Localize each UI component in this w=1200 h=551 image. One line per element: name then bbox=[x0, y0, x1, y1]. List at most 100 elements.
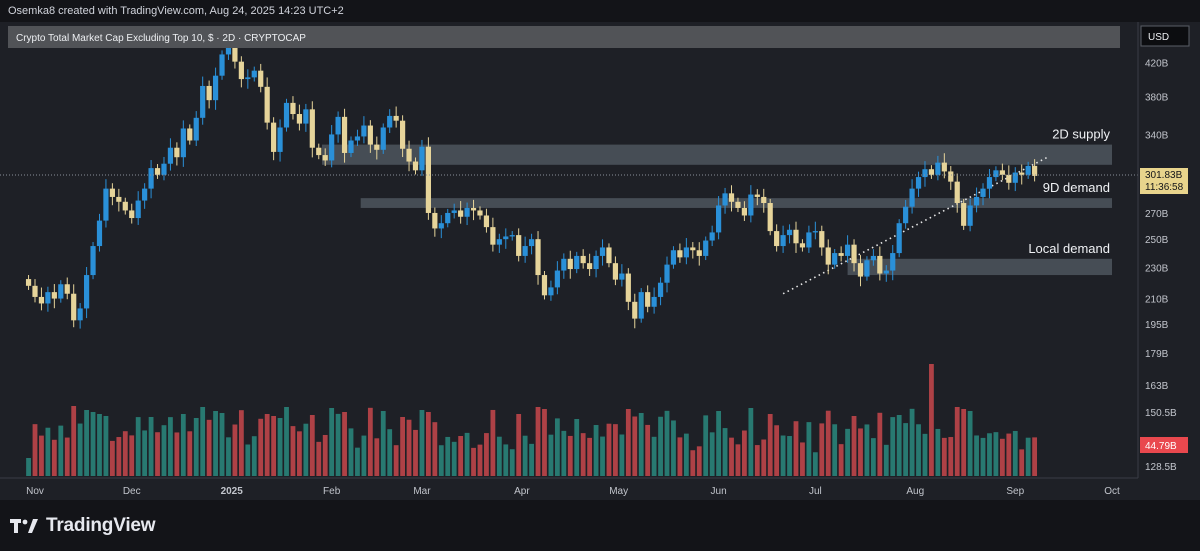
volume-bar bbox=[548, 434, 554, 476]
candle-body bbox=[548, 287, 554, 296]
candle-body bbox=[303, 109, 309, 124]
candle-body bbox=[412, 161, 419, 171]
candle-body bbox=[903, 206, 909, 224]
candle-body bbox=[58, 284, 64, 299]
volume-bar bbox=[342, 412, 347, 476]
volume-bar bbox=[613, 424, 618, 476]
candle-body bbox=[928, 169, 935, 175]
candle-body bbox=[367, 125, 373, 145]
volume-bar bbox=[574, 419, 580, 476]
volume-bar bbox=[987, 433, 992, 476]
volume-bar bbox=[1006, 433, 1012, 476]
currency-button[interactable] bbox=[1140, 25, 1190, 47]
candle-body bbox=[148, 168, 154, 189]
volume-bar bbox=[593, 425, 599, 476]
volume-bar bbox=[522, 435, 528, 476]
candle-body bbox=[741, 207, 748, 216]
legend-background bbox=[8, 26, 1120, 48]
candle-body bbox=[780, 235, 786, 247]
candle-body bbox=[870, 255, 876, 261]
volume-bar bbox=[355, 447, 360, 476]
volume-bar bbox=[954, 407, 960, 476]
volume-bars bbox=[26, 364, 1038, 476]
candle-body bbox=[954, 181, 960, 204]
volume-bar bbox=[967, 411, 973, 476]
candle-body bbox=[425, 146, 431, 213]
candle-body bbox=[638, 292, 644, 319]
volume-bar bbox=[484, 433, 489, 476]
candle-body bbox=[470, 207, 477, 211]
candle-body bbox=[709, 232, 715, 241]
candle-body bbox=[238, 61, 244, 80]
candle-body bbox=[290, 102, 296, 115]
candle-body bbox=[271, 122, 277, 152]
tradingview-logo-icon bbox=[10, 519, 38, 533]
volume-bar bbox=[71, 406, 77, 476]
candle-body bbox=[941, 162, 947, 172]
candle-body bbox=[915, 177, 922, 189]
volume-bar bbox=[625, 409, 631, 476]
volume-bar bbox=[722, 428, 728, 476]
candles bbox=[25, 36, 1038, 329]
volume-bar bbox=[929, 364, 934, 476]
candle-body bbox=[690, 247, 696, 251]
candle-body bbox=[167, 147, 174, 164]
candle-body bbox=[296, 114, 303, 124]
price-tick: 210B bbox=[1145, 295, 1169, 306]
candle-body bbox=[535, 239, 541, 276]
volume-bar bbox=[232, 424, 238, 476]
candle-countdown: 11:36:58 bbox=[1145, 182, 1184, 193]
candle-body bbox=[567, 258, 573, 270]
volume-bar bbox=[645, 424, 651, 476]
candle-body bbox=[64, 284, 70, 294]
price-chart[interactable]: 2D supply 9D demand Local demand Crypto To… bbox=[0, 22, 1200, 500]
volume-bar bbox=[870, 438, 876, 476]
candle-body bbox=[1006, 174, 1012, 183]
tradingview-logo[interactable]: TradingView bbox=[10, 514, 156, 538]
volume-bar bbox=[425, 412, 431, 476]
volume-bar bbox=[39, 435, 44, 476]
volume-bar bbox=[374, 438, 380, 476]
candle-body bbox=[348, 140, 354, 153]
candle-body bbox=[374, 144, 380, 150]
volume-bar bbox=[148, 417, 154, 476]
candle-body bbox=[651, 296, 657, 307]
volume-bar bbox=[638, 413, 644, 476]
volume-bar bbox=[90, 412, 96, 476]
volume-bar bbox=[116, 437, 122, 476]
volume-bar bbox=[703, 415, 709, 476]
candle-body bbox=[432, 212, 438, 229]
zone-3 bbox=[847, 258, 1112, 276]
zone-1 bbox=[321, 144, 1113, 165]
candle-body bbox=[774, 231, 780, 247]
candle-body bbox=[464, 207, 470, 217]
candle-body bbox=[187, 128, 193, 141]
volume-bar bbox=[503, 444, 509, 476]
volume-bar bbox=[587, 437, 593, 476]
volume-bar bbox=[935, 428, 941, 476]
candle-body bbox=[973, 196, 980, 206]
candle-body bbox=[1032, 165, 1038, 176]
candle-body bbox=[832, 253, 838, 265]
candle-body bbox=[922, 169, 928, 178]
candle-body bbox=[587, 263, 593, 270]
volume-bar bbox=[258, 418, 264, 476]
volume-bar bbox=[193, 418, 199, 476]
volume-bar bbox=[271, 416, 277, 476]
volume-bar bbox=[432, 422, 438, 476]
price-tick: 380B bbox=[1145, 93, 1169, 104]
volume-bar bbox=[729, 437, 734, 476]
volume-badge-value: 44.79B bbox=[1145, 441, 1177, 452]
candle-body bbox=[599, 247, 606, 256]
price-tick: 179B bbox=[1145, 349, 1169, 360]
volume-bar bbox=[787, 436, 792, 476]
volume-bar bbox=[561, 430, 567, 476]
volume-bar bbox=[600, 436, 605, 476]
volume-bar bbox=[877, 412, 883, 476]
volume-bar bbox=[200, 407, 206, 476]
volume-bar bbox=[632, 416, 638, 476]
candle-body bbox=[193, 117, 199, 141]
time-label: Apr bbox=[514, 486, 530, 497]
volume-badge bbox=[1140, 437, 1188, 453]
candle-body bbox=[219, 54, 225, 76]
